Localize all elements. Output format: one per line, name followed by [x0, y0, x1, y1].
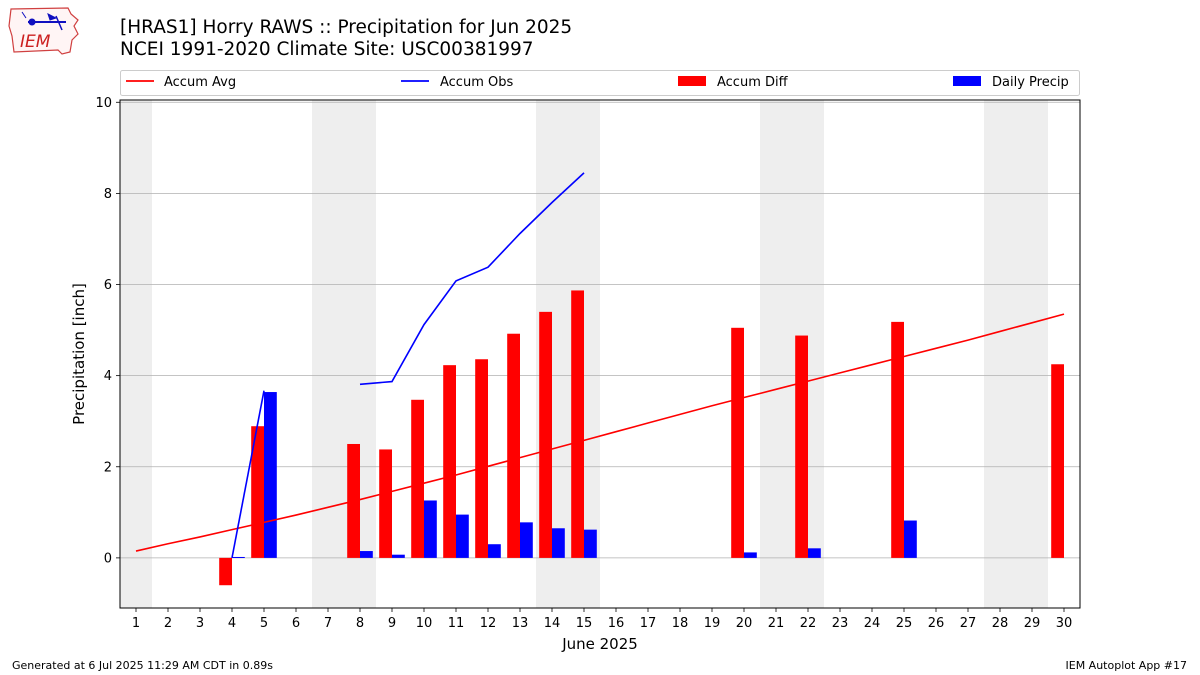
chart-subtitle: NCEI 1991-2020 Climate Site: USC00381997	[120, 39, 534, 60]
y-tick-label-4: 4	[104, 369, 112, 384]
logo-text: IEM	[20, 32, 51, 52]
x-tick-label-19: 19	[704, 616, 721, 631]
x-tick-label-28: 28	[992, 616, 1009, 631]
weekend-band-29	[1016, 100, 1048, 608]
daily-precip-bar-22	[808, 548, 821, 558]
accum-obs-line-segment-1	[359, 172, 585, 386]
daily-precip-bar-25	[904, 520, 917, 558]
accum-diff-bar-14	[539, 311, 552, 558]
weekend-band-7	[312, 100, 344, 608]
x-tick-label-11: 11	[448, 616, 465, 631]
legend-swatch-daily-precip	[953, 76, 981, 86]
daily-precip-bar-15	[584, 529, 597, 558]
daily-precip-bar-11	[456, 514, 469, 558]
legend-label-accum-obs: Accum Obs	[440, 75, 513, 90]
x-tick-label-24: 24	[864, 616, 881, 631]
daily-precip-bar-14	[552, 528, 565, 558]
footer-app-id: IEM Autoplot App #17	[1065, 659, 1188, 672]
accum-diff-bar-9	[379, 449, 392, 558]
accum-diff-bar-15	[571, 290, 584, 558]
weekend-band-28	[984, 100, 1016, 608]
x-tick-label-14: 14	[544, 616, 561, 631]
accum-diff-bar-30	[1051, 364, 1064, 558]
weekend-band-1	[120, 100, 152, 608]
x-tick-label-5: 5	[260, 616, 268, 631]
footer-generated: Generated at 6 Jul 2025 11:29 AM CDT in …	[12, 659, 273, 672]
accum-diff-bar-25	[891, 321, 904, 558]
accum-obs-line-segment-0	[231, 390, 265, 559]
x-tick-label-18: 18	[672, 616, 689, 631]
y-tick-label-10: 10	[95, 96, 112, 111]
accum-avg-line-segment-0	[135, 313, 1065, 552]
x-tick-label-30: 30	[1056, 616, 1073, 631]
x-tick-label-22: 22	[800, 616, 817, 631]
daily-precip-bar-5	[264, 392, 277, 558]
x-tick-label-6: 6	[292, 616, 300, 631]
y-tick-label-2: 2	[104, 460, 112, 475]
y-tick-label-0: 0	[104, 551, 112, 566]
x-tick-label-4: 4	[228, 616, 236, 631]
weekend-band-21	[760, 100, 792, 608]
daily-precip-bar-12	[488, 544, 501, 558]
accum-diff-bar-11	[443, 365, 456, 558]
daily-precip-bar-10	[424, 500, 437, 558]
daily-precip-bar-9	[392, 554, 405, 558]
x-tick-label-7: 7	[324, 616, 332, 631]
x-tick-label-27: 27	[960, 616, 977, 631]
x-tick-label-9: 9	[388, 616, 396, 631]
x-tick-label-26: 26	[928, 616, 945, 631]
daily-precip-bar-4	[232, 556, 245, 558]
accum-diff-bar-22	[795, 335, 808, 558]
y-tick-label-8: 8	[104, 187, 112, 202]
iem-logo: IEM	[8, 7, 79, 55]
daily-precip-bar-13	[520, 522, 533, 558]
x-tick-label-17: 17	[640, 616, 657, 631]
legend-label-accum-avg: Accum Avg	[164, 75, 236, 90]
x-tick-label-10: 10	[416, 616, 433, 631]
accum-diff-bar-20	[731, 327, 744, 558]
legend-swatch-accum-diff	[678, 76, 706, 86]
x-tick-label-8: 8	[356, 616, 364, 631]
x-tick-label-1: 1	[132, 616, 140, 631]
y-axis-label: Precipitation [inch]	[70, 283, 88, 425]
chart-legend: Accum Avg Accum Obs Accum Diff Daily Pre…	[120, 70, 1080, 96]
legend-label-accum-diff: Accum Diff	[717, 75, 789, 90]
x-tick-label-2: 2	[164, 616, 172, 631]
accum-diff-bar-4	[219, 557, 232, 586]
x-axis-label: June 2025	[561, 635, 638, 653]
iowa-outline-icon	[8, 7, 79, 55]
daily-precip-bar-8	[360, 551, 373, 558]
x-tick-label-20: 20	[736, 616, 753, 631]
x-tick-label-3: 3	[196, 616, 204, 631]
x-tick-label-12: 12	[480, 616, 497, 631]
legend-label-daily-precip: Daily Precip	[992, 75, 1069, 90]
x-tick-label-25: 25	[896, 616, 913, 631]
accum-diff-bar-13	[507, 333, 520, 558]
x-tick-label-16: 16	[608, 616, 625, 631]
x-tick-label-13: 13	[512, 616, 529, 631]
legend-frame	[120, 70, 1080, 96]
x-tick-label-23: 23	[832, 616, 849, 631]
daily-precip-bar-20	[744, 552, 757, 558]
chart-title: [HRAS1] Horry RAWS :: Precipitation for …	[120, 17, 573, 38]
plot-frame	[119, 99, 1081, 609]
x-tick-label-21: 21	[768, 616, 785, 631]
weather-station-icon	[21, 11, 66, 31]
x-tick-label-29: 29	[1024, 616, 1041, 631]
y-tick-label-6: 6	[104, 278, 112, 293]
accum-diff-bar-12	[475, 359, 488, 558]
x-tick-label-15: 15	[576, 616, 593, 631]
accum-diff-bar-10	[411, 399, 424, 558]
